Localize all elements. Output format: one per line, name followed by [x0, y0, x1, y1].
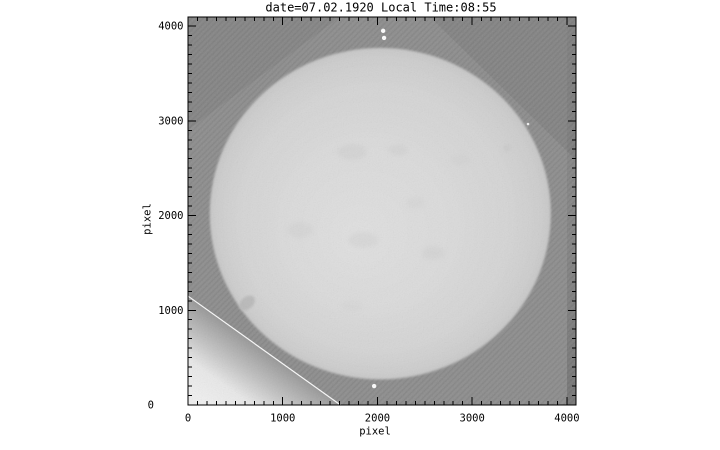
y-tick-label: 3000 [158, 115, 183, 127]
y-axis-label: pixel [142, 203, 154, 235]
x-tick-label: 4000 [554, 413, 579, 425]
film-grain-overlay [188, 17, 576, 405]
y-tick-label: 0 [148, 400, 154, 412]
axis-ticks [187, 17, 576, 406]
y-tick-label: 1000 [158, 305, 183, 317]
x-tick-label: 2000 [365, 413, 390, 425]
x-tick-label: 0 [185, 413, 191, 425]
plate-image [188, 17, 576, 405]
y-tick-label: 2000 [158, 210, 183, 222]
y-tick-label: 4000 [158, 21, 183, 33]
x-tick-label: 1000 [270, 413, 295, 425]
plot-frame [187, 16, 577, 406]
x-axis-label: pixel [359, 426, 391, 438]
x-tick-label: 3000 [460, 413, 485, 425]
plot-title: date=07.02.1920 Local Time:08:55 [265, 1, 496, 15]
